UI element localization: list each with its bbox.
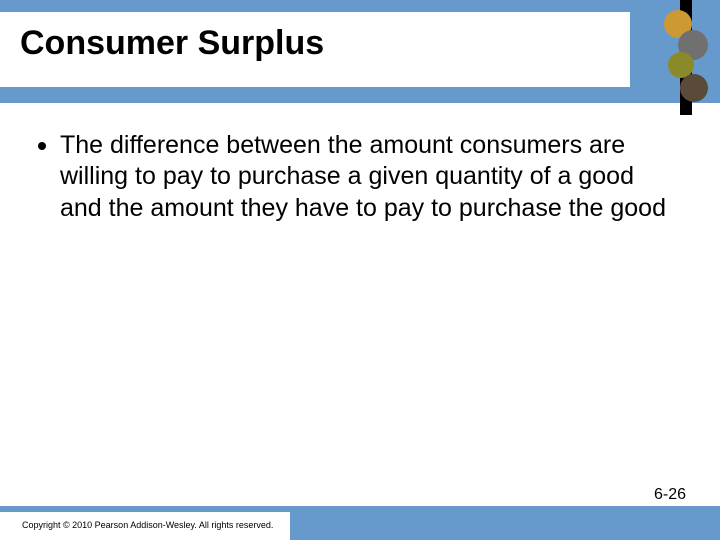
copyright-box: Copyright © 2010 Pearson Addison-Wesley.… bbox=[0, 512, 290, 540]
corner-decorative-graphic bbox=[660, 0, 710, 115]
page-number: 6-26 bbox=[654, 486, 686, 504]
slide-title: Consumer Surplus bbox=[20, 24, 610, 63]
corner-blob bbox=[680, 74, 708, 102]
bullet-text: The difference between the amount consum… bbox=[60, 130, 680, 224]
bullet-dot-icon bbox=[38, 142, 46, 150]
body-content: The difference between the amount consum… bbox=[38, 130, 680, 224]
title-box: Consumer Surplus bbox=[0, 12, 630, 87]
copyright-text: Copyright © 2010 Pearson Addison-Wesley.… bbox=[22, 520, 280, 530]
bullet-item: The difference between the amount consum… bbox=[38, 130, 680, 224]
